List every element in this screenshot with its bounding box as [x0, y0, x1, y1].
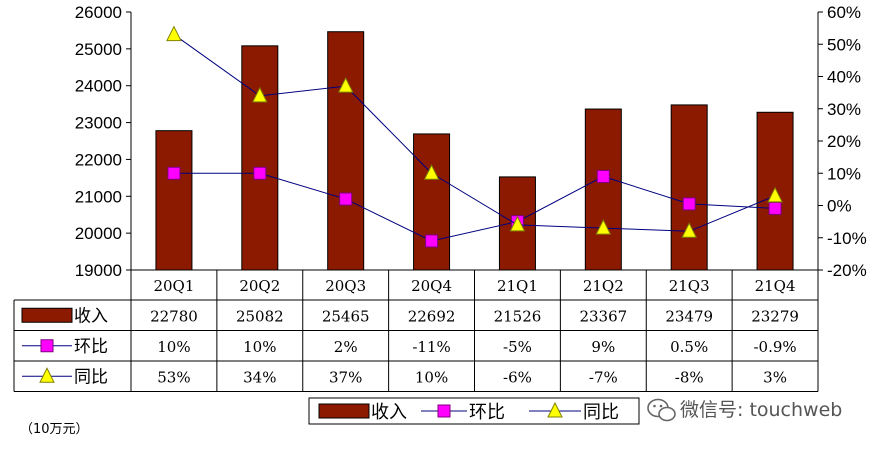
series-line-同比 — [173, 34, 776, 232]
table-cell: 10% — [157, 338, 190, 356]
lines-layer — [166, 25, 783, 248]
bars-layer — [155, 31, 794, 271]
left-tick-label: 20000 — [75, 224, 122, 243]
row-label-收入: 收入 — [74, 306, 108, 326]
legend: 收入 环比 同比 — [308, 397, 640, 425]
table-cell: 23279 — [751, 307, 799, 325]
left-tick-label: 21000 — [75, 187, 122, 206]
row-key-marker — [39, 367, 55, 383]
环比-point-21Q2 — [596, 169, 610, 183]
legend-key-marker — [437, 404, 451, 418]
right-tick-label: -10% — [827, 229, 867, 248]
legend-label: 环比 — [469, 402, 505, 423]
table-cell: 2% — [334, 338, 358, 356]
bar-20Q4 — [413, 133, 451, 271]
table-cell: 23479 — [665, 307, 713, 325]
table-cell: 10% — [415, 368, 448, 386]
bar-20Q2 — [241, 45, 279, 271]
axes-layer: 19000 20000 21000 22000 23000 24000 25000 26000… — [75, 3, 867, 280]
table-cell: 9% — [591, 338, 615, 356]
series-line-环比 — [173, 172, 776, 242]
table-cell: 22692 — [408, 307, 456, 325]
row-label-同比: 同比 — [74, 367, 108, 387]
环比-point-21Q4 — [768, 201, 782, 215]
环比-point-20Q2 — [253, 166, 267, 180]
table-cell: 37% — [329, 368, 362, 386]
legend-label: 收入 — [371, 402, 407, 423]
legend-key-bar — [318, 403, 370, 419]
right-tick-label: 0% — [827, 197, 852, 216]
x-tick-label: 21Q2 — [583, 277, 624, 295]
table-cell: 34% — [243, 368, 276, 386]
table-cell: -7% — [589, 368, 618, 386]
table-cell: -6% — [503, 368, 532, 386]
同比-point-21Q2 — [595, 218, 612, 235]
table-cell: 10% — [243, 338, 276, 356]
right-tick-label: 20% — [827, 132, 861, 151]
left-tick-label: 23000 — [75, 114, 122, 133]
unit-note: （10万元） — [20, 422, 89, 437]
同比-point-20Q3 — [337, 77, 354, 93]
table-cell: 25082 — [236, 307, 284, 325]
table-cell: 3% — [763, 368, 787, 386]
right-tick-label: 50% — [827, 35, 861, 54]
watermark: 微信号: touchweb — [647, 398, 842, 422]
legend-key-marker — [547, 401, 563, 418]
right-tick-label: 60% — [827, 3, 861, 22]
table-cell: 22780 — [150, 307, 198, 325]
right-tick-label: 30% — [827, 100, 861, 119]
left-tick-label: 22000 — [75, 150, 122, 169]
right-tick-label: 40% — [827, 68, 861, 87]
x-tick-label: 21Q4 — [755, 277, 796, 295]
bar-21Q2 — [584, 108, 622, 271]
table-cell: -11% — [412, 338, 450, 356]
watermark-text: 微信号: touchweb — [680, 399, 842, 421]
left-tick-label: 19000 — [75, 261, 122, 280]
legend-label: 同比 — [583, 402, 619, 423]
bar-20Q1 — [155, 130, 193, 271]
x-tick-label: 21Q1 — [497, 277, 538, 295]
table-cell: 53% — [157, 368, 190, 386]
同比-point-21Q1 — [509, 215, 526, 232]
环比-point-21Q3 — [682, 197, 696, 211]
x-tick-label: 20Q3 — [325, 277, 366, 295]
table-cell: 21526 — [494, 307, 542, 325]
x-tick-label: 20Q1 — [153, 277, 194, 295]
bar-20Q3 — [327, 31, 365, 271]
table-cell: 0.5% — [670, 338, 708, 356]
x-tick-label: 20Q2 — [239, 277, 280, 295]
同比-point-20Q2 — [252, 86, 268, 103]
同比-point-21Q3 — [681, 222, 697, 238]
环比-point-20Q3 — [339, 192, 353, 206]
row-key-bar — [21, 307, 73, 323]
环比-point-20Q1 — [167, 166, 181, 180]
row-key-marker — [40, 339, 54, 353]
right-tick-label: -20% — [827, 261, 867, 280]
同比-point-20Q1 — [166, 25, 182, 42]
同比-point-21Q4 — [767, 186, 783, 203]
left-tick-label: 26000 — [75, 3, 122, 22]
table-cell: 23367 — [579, 307, 627, 325]
x-tick-label: 20Q4 — [411, 277, 452, 295]
left-tick-label: 25000 — [75, 40, 122, 59]
wechat-icon — [647, 398, 676, 422]
row-label-环比: 环比 — [74, 337, 108, 357]
环比-point-20Q4 — [425, 234, 439, 248]
left-tick-label: 24000 — [75, 77, 122, 96]
right-tick-label: 10% — [827, 164, 861, 183]
table-cell: -0.9% — [753, 338, 796, 356]
table-cell: -5% — [503, 338, 532, 356]
bar-21Q3 — [670, 104, 708, 271]
同比-point-20Q4 — [423, 164, 440, 180]
data-table: 20Q1 20Q2 20Q3 20Q4 21Q1 21Q2 21Q3 21Q4 收入 22780 2… — [13, 270, 819, 392]
table-cell: -8% — [675, 368, 704, 386]
table-cell: 25465 — [322, 307, 370, 325]
x-tick-label: 21Q3 — [669, 277, 710, 295]
